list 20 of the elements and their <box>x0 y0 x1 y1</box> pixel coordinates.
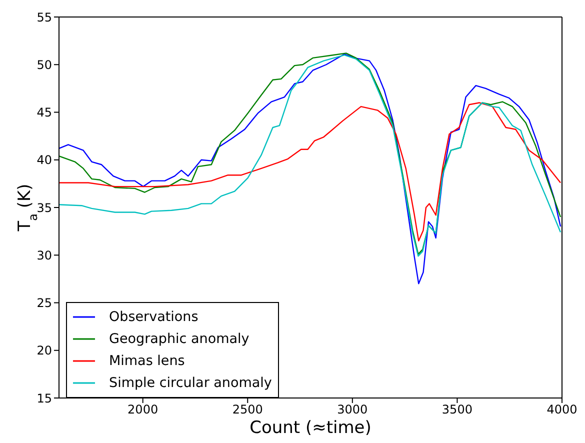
y-tick-label: 45 <box>36 106 52 120</box>
y-tick-label: 40 <box>36 153 52 168</box>
x-tick-label: 3000 <box>337 402 368 417</box>
y-tick-label: 55 <box>36 10 52 24</box>
x-tick-label: 2500 <box>232 402 263 417</box>
legend-label: Simple circular anomaly <box>109 374 272 393</box>
y-tick-label: 50 <box>36 58 52 72</box>
x-tick-label: 2000 <box>128 402 158 417</box>
line-series <box>59 102 562 242</box>
x-axis-title: Count (≈time) <box>250 418 372 438</box>
y-tick-label: 25 <box>36 296 52 310</box>
legend-label: Observations <box>109 308 198 327</box>
y-tick-label: 20 <box>36 344 52 358</box>
y-tick-label: 35 <box>36 200 52 215</box>
legend-label: Mimas lens <box>109 352 185 371</box>
legend-label: Geographic anomaly <box>109 330 250 349</box>
y-tick-label: 15 <box>36 391 52 406</box>
x-tick-label: 3500 <box>442 402 472 417</box>
x-tick-label: 4000 <box>546 402 578 417</box>
y-tick-label: 30 <box>36 248 52 262</box>
